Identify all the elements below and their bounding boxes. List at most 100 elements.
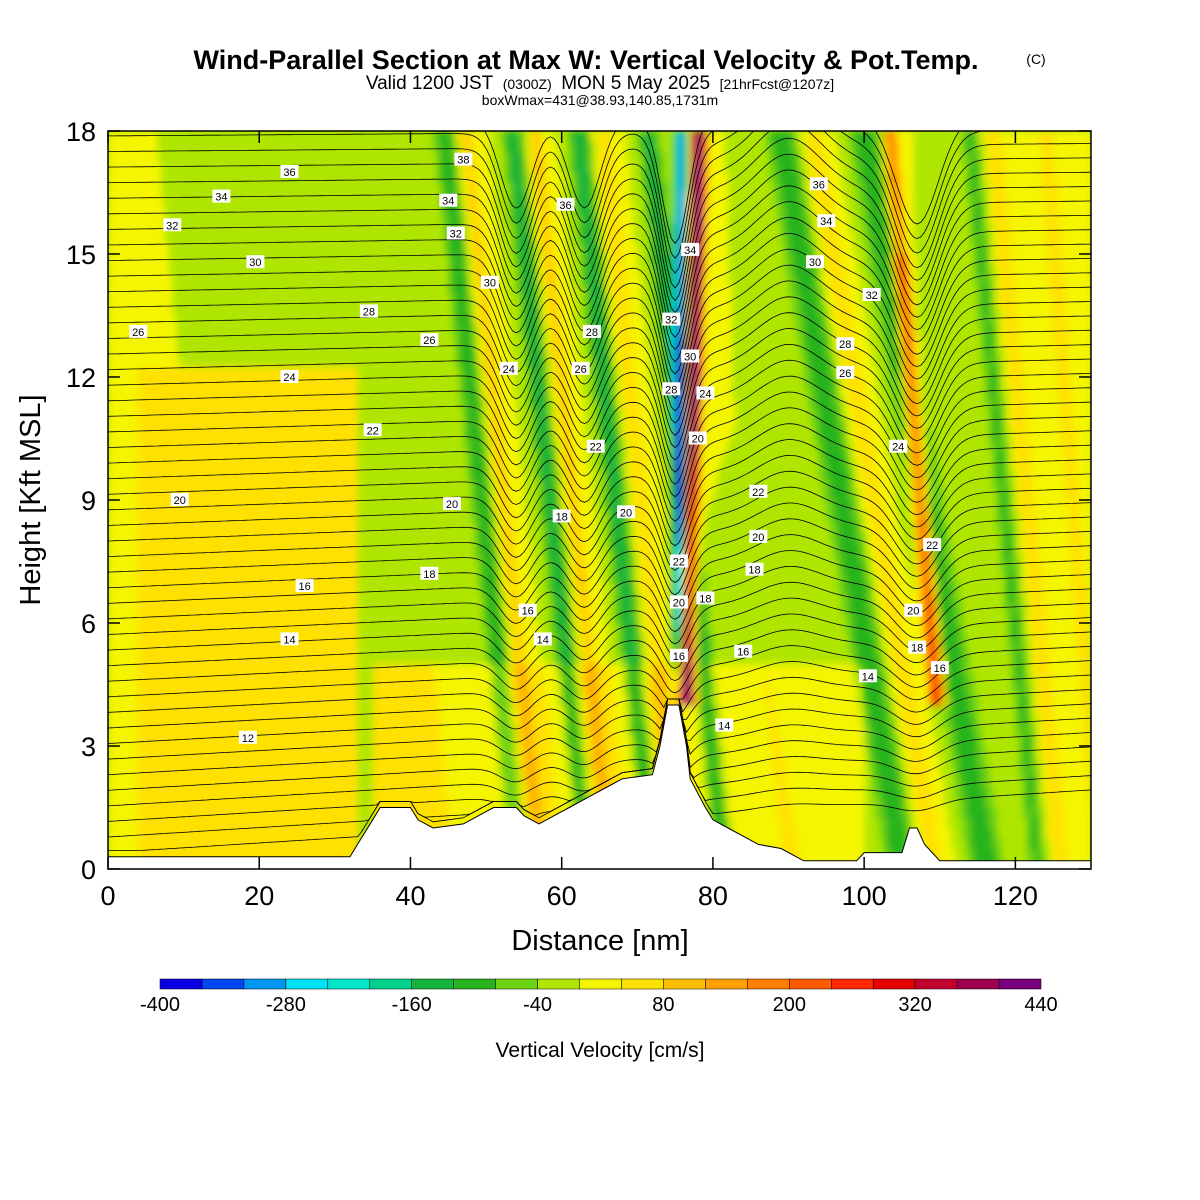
field-cell — [304, 469, 309, 481]
field-cell — [319, 643, 325, 655]
field-cell — [304, 377, 309, 388]
field-cell — [474, 489, 480, 501]
field-cell — [153, 438, 158, 450]
field-cell — [115, 735, 120, 747]
field-cell — [319, 653, 325, 665]
field-cell — [172, 592, 177, 604]
field-cell — [119, 756, 124, 768]
field-cell — [255, 766, 260, 778]
field-cell — [285, 623, 291, 634]
field-cell — [179, 387, 185, 399]
field-cell — [274, 623, 279, 634]
field-cell — [489, 510, 495, 522]
field-cell — [232, 602, 238, 614]
field-cell — [115, 766, 120, 778]
field-cell — [459, 274, 464, 286]
field-cell — [323, 684, 328, 696]
field-cell — [213, 807, 219, 819]
field-cell — [259, 366, 264, 378]
field-cell — [111, 746, 117, 757]
field-cell — [285, 602, 291, 614]
field-cell — [327, 848, 332, 860]
field-cell — [119, 530, 124, 542]
field-cell — [285, 592, 291, 604]
field-cell — [145, 264, 151, 276]
field-cell — [285, 418, 291, 429]
field-cell — [138, 182, 143, 194]
field-cell — [497, 510, 502, 522]
field-cell — [217, 633, 222, 645]
field-cell — [172, 387, 177, 399]
field-cell — [406, 746, 412, 757]
field-cell — [471, 243, 476, 255]
field-cell — [244, 817, 249, 829]
field-cell — [206, 459, 211, 470]
field-cell — [338, 500, 343, 511]
field-cell — [452, 141, 457, 153]
field-cell — [493, 223, 498, 235]
field-cell — [308, 766, 313, 778]
field-cell — [508, 192, 514, 204]
field-cell — [145, 674, 151, 686]
field-cell — [168, 438, 173, 450]
field-cell — [474, 797, 480, 809]
field-cell — [149, 428, 154, 440]
field-cell — [338, 366, 343, 378]
field-cell — [327, 612, 332, 624]
field-cell — [138, 776, 143, 788]
field-cell — [459, 202, 464, 214]
field-cell — [134, 182, 139, 194]
field-cell — [350, 766, 355, 778]
field-cell — [281, 746, 287, 757]
field-cell — [319, 848, 325, 860]
field-cell — [126, 735, 132, 747]
field-cell — [266, 469, 272, 481]
field-cell — [244, 787, 249, 798]
field-cell — [240, 766, 245, 778]
field-cell — [289, 705, 294, 716]
field-cell — [315, 479, 321, 491]
field-cell — [176, 592, 181, 604]
field-cell — [240, 530, 245, 542]
field-cell — [229, 418, 234, 429]
field-cell — [160, 305, 166, 317]
field-cell — [172, 787, 177, 798]
field-cell — [482, 387, 487, 399]
field-cell — [191, 664, 196, 675]
field-cell — [142, 489, 147, 501]
field-cell — [244, 469, 249, 481]
field-cell — [172, 838, 177, 850]
field-cell — [157, 623, 162, 634]
field-cell — [247, 787, 253, 798]
field-cell — [274, 377, 279, 388]
field-cell — [157, 674, 162, 686]
field-cell — [478, 725, 483, 737]
field-cell — [138, 459, 143, 470]
field-cell — [297, 848, 302, 860]
field-cell — [229, 541, 234, 552]
field-cell — [493, 295, 498, 306]
field-cell — [221, 479, 226, 491]
field-cell — [149, 633, 154, 645]
field-cell — [115, 274, 120, 286]
field-cell — [391, 705, 396, 716]
field-cell — [183, 848, 188, 860]
field-cell — [448, 172, 453, 183]
field-cell — [285, 684, 291, 696]
field-cell — [482, 325, 487, 337]
field-cell — [191, 602, 196, 614]
field-cell — [123, 387, 128, 399]
field-cell — [134, 356, 139, 368]
field-cell — [232, 746, 238, 757]
field-cell — [225, 582, 230, 593]
field-cell — [160, 377, 166, 388]
field-cell — [323, 377, 328, 388]
field-cell — [266, 377, 272, 388]
field-cell — [183, 838, 188, 850]
field-cell — [115, 623, 120, 634]
field-cell — [157, 664, 162, 675]
field-cell — [342, 541, 347, 552]
field-cell — [115, 469, 120, 481]
field-cell — [247, 653, 253, 665]
field-cell — [111, 479, 117, 491]
